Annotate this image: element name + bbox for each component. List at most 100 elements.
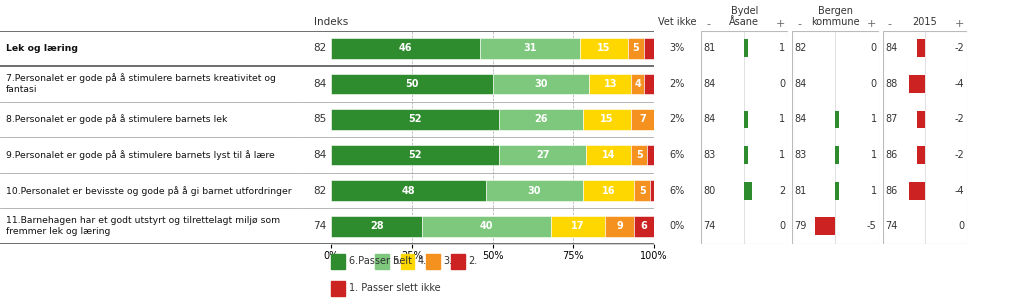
- Bar: [835, 111, 839, 128]
- Text: 84: 84: [313, 79, 326, 89]
- Text: 6%: 6%: [670, 150, 684, 160]
- Text: 84: 84: [794, 79, 806, 89]
- Bar: [426, 254, 440, 269]
- Text: 31: 31: [523, 43, 536, 53]
- Bar: [631, 145, 648, 165]
- Text: 84: 84: [703, 114, 715, 124]
- Text: 4: 4: [634, 79, 641, 89]
- Bar: [586, 145, 631, 165]
- Bar: [631, 109, 654, 130]
- Text: 15: 15: [601, 114, 614, 124]
- Text: 8.Personalet er gode på å stimulere barnets lek: 8.Personalet er gode på å stimulere barn…: [6, 114, 227, 124]
- Text: 1: 1: [780, 43, 786, 53]
- Text: 5.: 5.: [393, 256, 402, 266]
- Bar: [917, 146, 925, 164]
- Text: 13: 13: [604, 79, 617, 89]
- Bar: [583, 109, 631, 130]
- Text: 1: 1: [871, 150, 877, 160]
- Text: Bydel
Åsane: Bydel Åsane: [729, 6, 759, 27]
- Text: 0%: 0%: [670, 221, 684, 231]
- Text: 6: 6: [640, 221, 648, 231]
- Text: -4: -4: [955, 186, 965, 196]
- Bar: [835, 182, 839, 199]
- Text: 3%: 3%: [670, 43, 684, 53]
- Text: -5: -5: [866, 221, 877, 231]
- Text: 5: 5: [632, 43, 639, 53]
- Text: 7.Personalet er gode på å stimulere barnets kreativitet og
fantasi: 7.Personalet er gode på å stimulere barn…: [6, 74, 276, 94]
- Bar: [634, 216, 654, 237]
- Text: 81: 81: [703, 43, 715, 53]
- Text: 79: 79: [794, 221, 806, 231]
- Bar: [451, 254, 464, 269]
- Text: 1: 1: [780, 114, 786, 124]
- Text: 11.Barnehagen har et godt utstyrt og tilrettelagt miljø som
fremmer lek og lærin: 11.Barnehagen har et godt utstyrt og til…: [6, 216, 280, 236]
- Text: 30: 30: [534, 79, 547, 89]
- Text: 46: 46: [399, 43, 412, 53]
- Text: +: +: [955, 19, 965, 29]
- Bar: [331, 180, 486, 201]
- Text: 9.Personalet er gode på å stimulere barnets lyst til å lære: 9.Personalet er gode på å stimulere barn…: [6, 150, 275, 160]
- Text: 5: 5: [639, 186, 646, 196]
- Text: -: -: [888, 19, 892, 29]
- Text: 1: 1: [871, 114, 877, 124]
- Text: -2: -2: [954, 43, 965, 53]
- Bar: [589, 74, 631, 94]
- Text: 10.Personalet er bevisste og gode på å gi barnet utfordringer: 10.Personalet er bevisste og gode på å g…: [6, 186, 292, 196]
- Bar: [421, 216, 550, 237]
- Bar: [331, 109, 499, 130]
- Text: 2%: 2%: [669, 79, 685, 89]
- Text: 81: 81: [794, 186, 806, 196]
- Text: 2.: 2.: [469, 256, 478, 266]
- Text: 7: 7: [639, 114, 646, 124]
- Text: 87: 87: [885, 114, 897, 124]
- Text: -: -: [706, 19, 710, 29]
- Bar: [331, 281, 345, 296]
- Text: 0: 0: [959, 221, 965, 231]
- Bar: [815, 217, 835, 235]
- Bar: [499, 109, 583, 130]
- Text: Vet ikke: Vet ikke: [658, 17, 697, 27]
- Text: -2: -2: [954, 114, 965, 124]
- Bar: [493, 74, 589, 94]
- Text: 28: 28: [369, 221, 384, 231]
- Bar: [606, 216, 634, 237]
- Bar: [835, 146, 839, 164]
- Text: 74: 74: [703, 221, 715, 231]
- Text: 74: 74: [885, 221, 897, 231]
- Text: 1. Passer slett ikke: 1. Passer slett ikke: [349, 283, 441, 293]
- Bar: [628, 38, 644, 59]
- Bar: [580, 38, 628, 59]
- Bar: [909, 75, 925, 93]
- Text: 84: 84: [703, 79, 715, 89]
- Bar: [634, 180, 651, 201]
- Bar: [331, 38, 480, 59]
- Text: 48: 48: [402, 186, 415, 196]
- Bar: [644, 74, 654, 94]
- Text: 17: 17: [571, 221, 585, 231]
- Text: 5: 5: [636, 150, 642, 160]
- Text: 4.: 4.: [418, 256, 428, 266]
- Text: 0: 0: [780, 79, 786, 89]
- Text: 88: 88: [885, 79, 897, 89]
- Text: 26: 26: [534, 114, 547, 124]
- Text: 16: 16: [602, 186, 615, 196]
- Text: 9: 9: [617, 221, 623, 231]
- Text: 0: 0: [871, 43, 877, 53]
- Text: Lek og læring: Lek og læring: [6, 44, 78, 53]
- Bar: [375, 254, 389, 269]
- Text: 82: 82: [313, 186, 326, 196]
- Text: 84: 84: [794, 114, 806, 124]
- Text: 30: 30: [528, 186, 541, 196]
- Text: 1: 1: [871, 186, 877, 196]
- Text: 84: 84: [885, 43, 897, 53]
- Text: 52: 52: [408, 150, 421, 160]
- Text: +: +: [866, 19, 876, 29]
- Text: 82: 82: [313, 43, 326, 53]
- Bar: [401, 254, 414, 269]
- Bar: [480, 38, 580, 59]
- Bar: [499, 145, 586, 165]
- Bar: [745, 182, 752, 199]
- Bar: [745, 146, 748, 164]
- Text: 27: 27: [536, 150, 549, 160]
- Text: 82: 82: [794, 43, 806, 53]
